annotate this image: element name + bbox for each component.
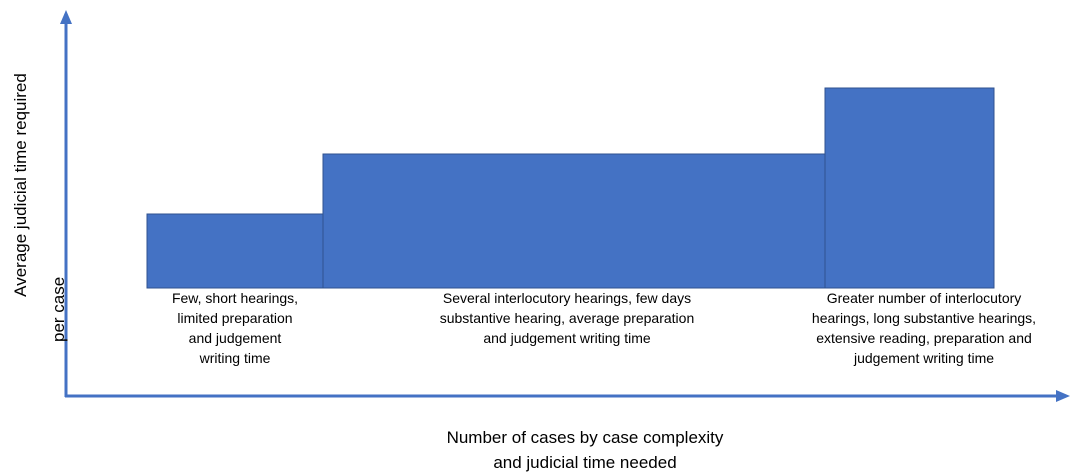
block-caption: Several interlocutory hearings, few days <box>443 290 691 306</box>
y-axis-label: per case <box>49 277 68 342</box>
block-caption: substantive hearing, average preparation <box>440 310 695 326</box>
y-axis-label: Average judicial time required <box>11 73 30 297</box>
block-caption: and judgement writing time <box>483 330 651 346</box>
block-caption: judgement writing time <box>853 350 994 366</box>
x-axis-label: Number of cases by case complexity <box>447 428 724 447</box>
block-caption: hearings, long substantive hearings, <box>812 310 1036 326</box>
block-caption: limited preparation <box>177 310 292 326</box>
block <box>146 213 324 289</box>
x-axis-label: and judicial time needed <box>493 453 676 472</box>
y-axis-arrow <box>60 10 72 24</box>
x-axis-arrow <box>1056 390 1070 402</box>
block-caption: Few, short hearings, <box>172 290 298 306</box>
block <box>322 153 826 289</box>
block-caption: Greater number of interlocutory <box>827 290 1022 306</box>
block-caption: extensive reading, preparation and <box>816 330 1032 346</box>
block-caption: and judgement <box>189 330 282 346</box>
block <box>824 87 995 289</box>
block-caption: writing time <box>199 350 271 366</box>
